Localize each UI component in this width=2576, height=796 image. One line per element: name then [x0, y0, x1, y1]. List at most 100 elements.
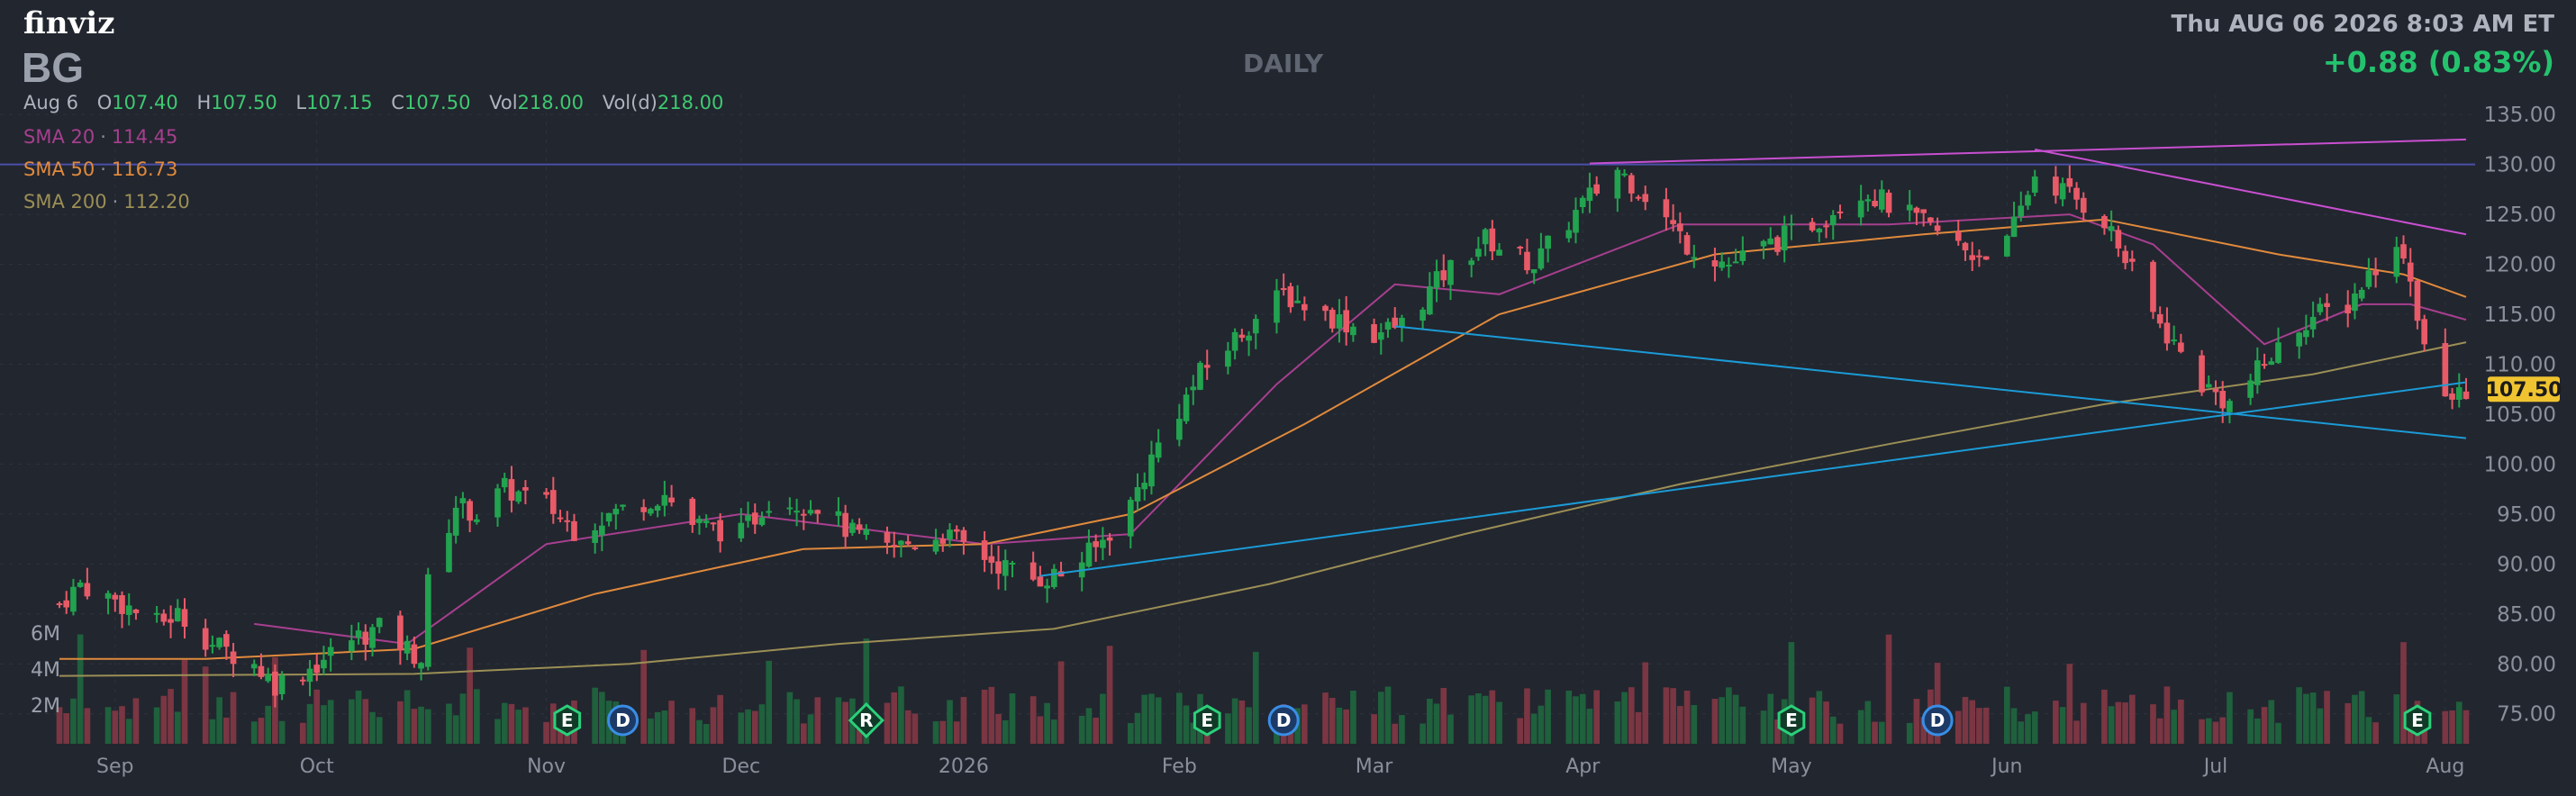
candle-body: [2309, 316, 2317, 330]
volume-bar: [181, 659, 188, 744]
volume-bar: [1399, 715, 1405, 744]
candle-body: [2163, 322, 2171, 344]
candle-body: [202, 628, 209, 650]
volume-bar: [1579, 693, 1586, 744]
volume-bar: [696, 719, 703, 744]
volume-bar: [1231, 698, 1238, 744]
volume-bar: [321, 705, 327, 744]
volume-bar: [2059, 707, 2066, 744]
candle-body: [1134, 487, 1141, 502]
volume-bar: [1774, 719, 1781, 744]
finviz-logo[interactable]: finviz: [23, 5, 115, 41]
candle-body: [77, 582, 84, 587]
candle-body: [1927, 217, 1934, 222]
volume-bar: [835, 697, 842, 744]
volume-bar: [1093, 717, 1099, 744]
sma200-legend[interactable]: SMA 200 · 112.20: [23, 191, 190, 213]
volume-bar: [2178, 699, 2184, 744]
candle-body: [696, 519, 703, 523]
candle-body: [1774, 237, 1781, 252]
candle-body: [703, 520, 710, 523]
volume-bar: [474, 689, 480, 744]
candle-body: [2205, 384, 2212, 388]
candle-body: [939, 538, 947, 544]
datetime-label: Thu AUG 06 2026 8:03 AM ET: [2171, 11, 2554, 38]
volume-bar: [306, 703, 313, 744]
volume-bar: [654, 711, 661, 744]
volume-bar: [2227, 692, 2233, 744]
candle-body: [1468, 260, 1475, 266]
candle-body: [1829, 214, 1837, 225]
candle-body: [1183, 394, 1190, 421]
candle-body: [418, 663, 424, 669]
candle-body: [612, 509, 620, 515]
timeframe-label: DAILY: [1243, 49, 1324, 78]
candle-body: [501, 477, 508, 488]
volume-bar: [891, 692, 898, 744]
volume-bar: [1530, 713, 1537, 744]
volume-bar: [786, 692, 794, 744]
trendline: [1589, 138, 2467, 165]
candle-body: [376, 618, 383, 628]
volume-bar: [1336, 707, 1343, 744]
candle-body: [265, 674, 272, 682]
volume-bar: [2324, 691, 2330, 744]
candle-body: [745, 515, 751, 521]
candle-body: [648, 509, 654, 514]
volume-bar: [2400, 642, 2407, 744]
event-marker-label: D: [615, 710, 630, 731]
candle-body: [1009, 563, 1016, 565]
sma-line: [59, 218, 2467, 660]
candle-body: [2324, 303, 2330, 307]
candle-body: [995, 561, 1002, 574]
candle-body: [766, 511, 773, 513]
volume-bar: [2442, 710, 2449, 744]
volume-bar: [599, 692, 605, 744]
candle-body: [2212, 388, 2219, 393]
volume-bar: [884, 702, 891, 744]
volume-bar: [661, 710, 668, 744]
candle-body: [1440, 270, 1447, 281]
candle-body: [362, 631, 369, 645]
candle-body: [1955, 231, 1962, 241]
volume-bar: [1635, 711, 1642, 744]
sma20-legend[interactable]: SMA 20 · 114.45: [23, 126, 178, 148]
candle-body: [2449, 393, 2455, 400]
candle-body: [1433, 271, 1440, 288]
candle-body: [1482, 229, 1489, 245]
volume-bar: [668, 701, 675, 744]
candle-body: [1384, 321, 1392, 330]
volume-bar: [912, 713, 919, 744]
sma50-legend[interactable]: SMA 50 · 116.73: [23, 158, 178, 180]
candle-body: [1203, 365, 1211, 368]
date-axis: Sep Oct Nov Dec 2026 Feb Mar Apr May Jun Jul Aug: [96, 755, 2464, 778]
candle-body: [1231, 331, 1238, 351]
volume-bar: [2199, 719, 2205, 744]
volume-bar: [1857, 710, 1864, 744]
volume-bar: [2254, 718, 2261, 744]
volume-bar: [1913, 699, 1920, 744]
volume-bar: [1252, 651, 1259, 744]
candle-body: [2414, 280, 2421, 321]
candle-body: [369, 627, 376, 648]
candle-body: [1837, 211, 1844, 213]
price-tick-label: 105.00: [2484, 403, 2556, 427]
volume-bar: [376, 717, 383, 744]
volume-bar: [209, 719, 216, 744]
volume-bar: [1371, 714, 1377, 744]
candle-body: [891, 545, 898, 547]
candle-body: [1190, 386, 1197, 391]
volume-bars: [56, 634, 2470, 744]
candle-body: [1683, 235, 1691, 255]
volume-bar: [1962, 697, 1969, 744]
price-tick-label: 130.00: [2484, 154, 2556, 177]
volume-bar: [404, 690, 411, 744]
volume-bar: [2101, 689, 2108, 744]
price-change: +0.88 (0.83%): [2322, 45, 2554, 79]
candle-body: [947, 529, 953, 539]
volume-bar: [1670, 688, 1676, 744]
volume-bar: [132, 698, 140, 744]
candle-body: [1350, 326, 1356, 336]
volume-bar: [2212, 721, 2219, 744]
